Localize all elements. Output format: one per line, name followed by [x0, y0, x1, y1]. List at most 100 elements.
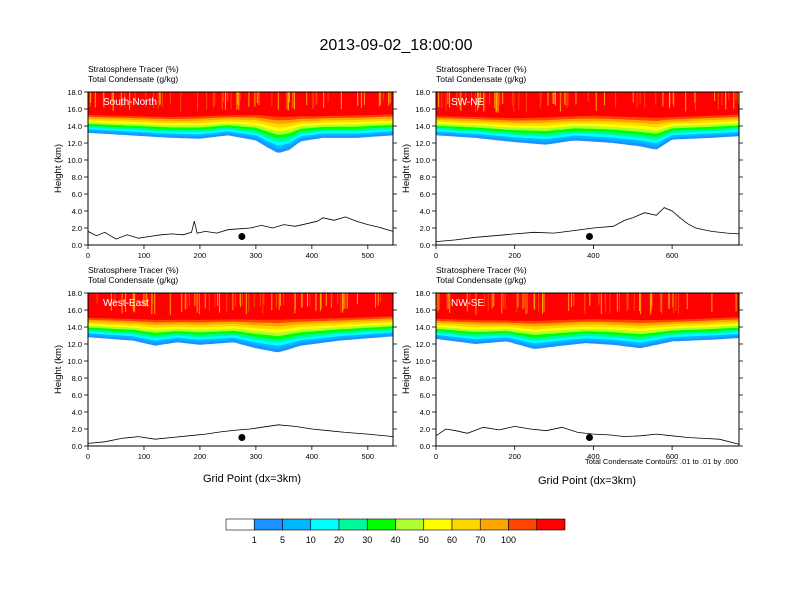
y-tick-label: 0.0	[420, 442, 430, 451]
y-tick-label: 8.0	[72, 374, 82, 383]
x-tick-label: 500	[362, 452, 375, 461]
colorbar: 1 5 10 20 30 40 50 60 70 100	[225, 518, 566, 545]
y-tick-label: 8.0	[420, 374, 430, 383]
terrain-line	[436, 425, 739, 445]
y-tick-label: 14.0	[67, 323, 82, 332]
y-tick-label: 18.0	[67, 289, 82, 298]
contour-note: Total Condensate Contours: .01 to .01 by…	[585, 457, 738, 466]
plot-frame	[87, 91, 394, 246]
colorbar-swatch	[253, 518, 283, 531]
terrain-line	[88, 424, 393, 444]
x-tick-label: 400	[587, 251, 600, 260]
x-tick-label: 200	[508, 251, 521, 260]
panel-west-east: Stratosphere Tracer (%)Total Condensate …	[53, 265, 397, 461]
x-tick-label: 300	[250, 452, 263, 461]
y-tick-label: 14.0	[415, 323, 430, 332]
y-tick-label: 0.0	[72, 442, 82, 451]
y-tick-label: 6.0	[420, 190, 430, 199]
tracer-field	[88, 92, 393, 245]
y-tick-label: 14.0	[67, 122, 82, 131]
plot-frame	[435, 91, 740, 246]
y-tick-label: 2.0	[72, 425, 82, 434]
colorbar-swatch	[225, 518, 255, 531]
y-tick-label: 16.0	[415, 306, 430, 315]
field-label-tracer: Stratosphere Tracer (%)	[436, 265, 527, 275]
x-tick-label: 200	[194, 452, 207, 461]
x-tick-label: 500	[362, 251, 375, 260]
x-tick-label: 0	[434, 251, 438, 260]
field-label-condensate: Total Condensate (g/kg)	[88, 74, 178, 84]
y-tick-label: 12.0	[67, 139, 82, 148]
tracer-field	[436, 92, 739, 245]
x-tick-label: 600	[666, 251, 679, 260]
y-axis-title: Height (km)	[401, 345, 412, 394]
colorbar-swatch	[338, 518, 368, 531]
colorbar-swatch	[451, 518, 481, 531]
y-tick-label: 2.0	[420, 425, 430, 434]
colorbar-swatch	[366, 518, 396, 531]
field-label-condensate: Total Condensate (g/kg)	[436, 275, 526, 285]
y-tick-label: 16.0	[415, 105, 430, 114]
y-tick-label: 4.0	[72, 207, 82, 216]
colorbar-swatch	[423, 518, 453, 531]
tracer-field	[88, 293, 393, 446]
y-tick-label: 18.0	[67, 88, 82, 97]
tracer-band-11	[436, 293, 739, 321]
field-label-condensate: Total Condensate (g/kg)	[88, 275, 178, 285]
field-label-condensate: Total Condensate (g/kg)	[436, 74, 526, 84]
y-tick-label: 12.0	[415, 340, 430, 349]
colorbar-swatch	[508, 518, 538, 531]
field-label-tracer: Stratosphere Tracer (%)	[88, 265, 179, 275]
terrain-line	[88, 216, 393, 240]
colorbar-label: 5	[280, 535, 285, 545]
x-tick-label: 200	[508, 452, 521, 461]
colorbar-label: 100	[501, 535, 516, 545]
y-tick-label: 12.0	[67, 340, 82, 349]
panel-south-north: Stratosphere Tracer (%)Total Condensate …	[53, 64, 397, 260]
panel-sw-ne: Stratosphere Tracer (%)Total Condensate …	[401, 64, 743, 260]
y-tick-label: 0.0	[420, 241, 430, 250]
colorbar-label: 50	[419, 535, 429, 545]
x-tick-label: 0	[434, 452, 438, 461]
terrain-line	[436, 207, 739, 242]
plot-frame	[87, 292, 394, 447]
colorbar-swatch	[282, 518, 312, 531]
colorbar-swatch	[536, 518, 566, 531]
colorbar-label: 70	[475, 535, 485, 545]
colorbar-swatch	[479, 518, 509, 531]
y-tick-label: 0.0	[72, 241, 82, 250]
colorbar-label: 40	[390, 535, 400, 545]
site-marker	[238, 233, 246, 240]
colorbar-label: 20	[334, 535, 344, 545]
field-label-tracer: Stratosphere Tracer (%)	[88, 64, 179, 74]
x-tick-label: 300	[250, 251, 263, 260]
x-tick-label: 400	[306, 251, 319, 260]
y-tick-label: 16.0	[67, 105, 82, 114]
plot-frame	[435, 292, 740, 447]
x-tick-label: 100	[138, 251, 151, 260]
panel-name: West-East	[103, 298, 149, 309]
y-tick-label: 2.0	[72, 224, 82, 233]
field-label-tracer: Stratosphere Tracer (%)	[436, 64, 527, 74]
site-marker	[585, 434, 593, 441]
colorbar-label: 60	[447, 535, 457, 545]
y-axis-title: Height (km)	[53, 345, 64, 394]
y-tick-label: 10.0	[415, 156, 430, 165]
panel-name: SW-NE	[451, 97, 484, 108]
figure-title: 2013-09-02_18:00:00	[319, 37, 472, 54]
colorbar-label: 10	[306, 535, 316, 545]
x-tick-label: 100	[138, 452, 151, 461]
panels-group: Stratosphere Tracer (%)Total Condensate …	[53, 64, 743, 461]
y-axis-title: Height (km)	[401, 144, 412, 193]
y-tick-label: 4.0	[72, 408, 82, 417]
y-tick-label: 6.0	[72, 190, 82, 199]
x-tick-label: 400	[306, 452, 319, 461]
colorbar-swatch	[395, 518, 425, 531]
y-tick-label: 18.0	[415, 289, 430, 298]
y-tick-label: 18.0	[415, 88, 430, 97]
y-tick-label: 10.0	[415, 357, 430, 366]
y-tick-label: 8.0	[420, 173, 430, 182]
colorbar-swatch	[310, 518, 340, 531]
x-axis-title-right: Grid Point (dx=3km)	[538, 475, 636, 487]
